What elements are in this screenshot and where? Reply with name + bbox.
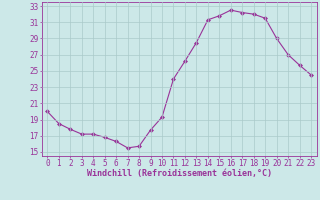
X-axis label: Windchill (Refroidissement éolien,°C): Windchill (Refroidissement éolien,°C) — [87, 169, 272, 178]
